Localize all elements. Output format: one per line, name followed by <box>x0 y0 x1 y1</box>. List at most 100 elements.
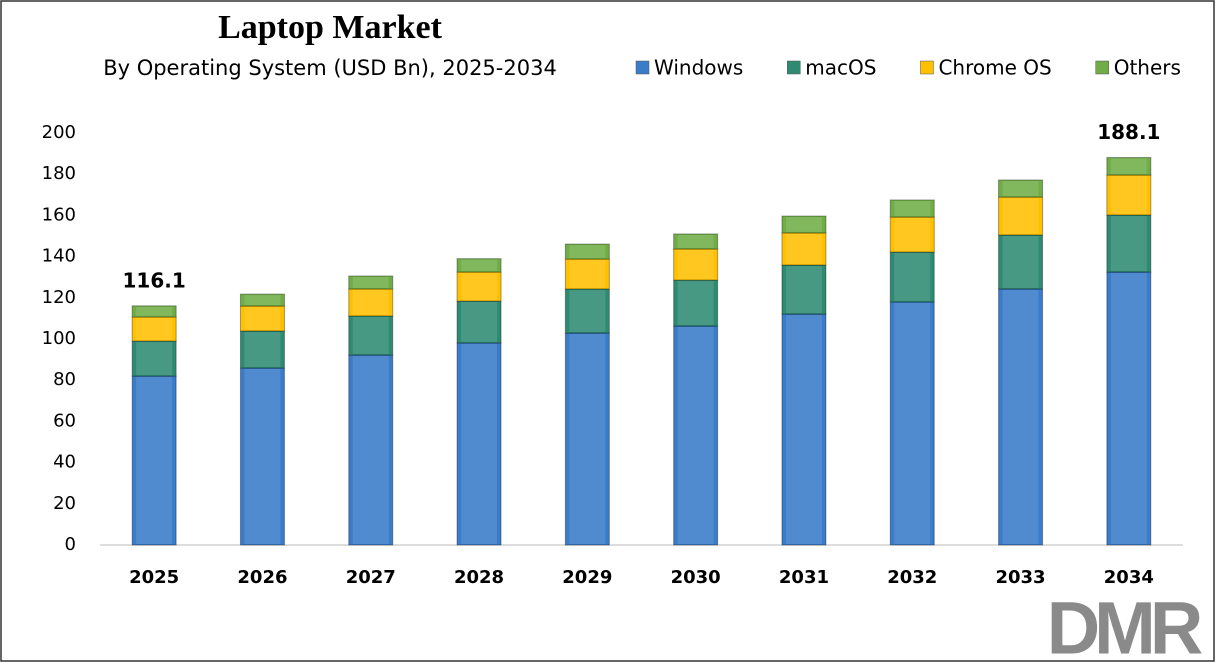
bar-shine <box>136 317 173 341</box>
bar-segment <box>348 275 394 290</box>
bar-segment <box>781 264 827 315</box>
y-tick-label: 140 <box>42 246 76 267</box>
x-tick-label: 2025 <box>129 567 179 588</box>
bar-shine <box>1110 215 1147 272</box>
bar-shine <box>894 200 931 217</box>
bar-shine <box>244 295 281 306</box>
y-tick-label: 20 <box>53 493 76 514</box>
bar-shine <box>894 302 931 544</box>
legend-label: macOS <box>805 56 876 80</box>
bar-shine <box>461 343 498 544</box>
bar-segment <box>673 233 719 250</box>
bar-segment <box>1106 157 1152 176</box>
y-tick-label: 80 <box>53 369 76 390</box>
bar-shine <box>1110 273 1147 544</box>
bar-shine <box>569 334 606 544</box>
chart-subtitle: By Operating System (USD Bn), 2025-2034 <box>103 56 557 80</box>
bar-segment <box>1106 174 1152 216</box>
x-tick-label: 2030 <box>671 567 721 588</box>
bar-shine <box>894 218 931 252</box>
bar-segment <box>239 330 285 369</box>
x-tick-label: 2032 <box>887 567 937 588</box>
bar-segment <box>239 367 285 546</box>
bar-segment <box>131 375 177 546</box>
bar-segment <box>1106 271 1152 546</box>
y-tick-label: 100 <box>42 328 76 349</box>
x-tick-label: 2031 <box>779 567 829 588</box>
x-tick-label: 2033 <box>995 567 1045 588</box>
bar-segment <box>564 243 610 260</box>
bar-segment <box>889 216 935 253</box>
bar-shine <box>244 307 281 330</box>
bar-shine <box>785 266 822 314</box>
bar-segment <box>781 313 827 546</box>
bar-segment <box>348 315 394 356</box>
y-tick-label: 40 <box>53 452 76 473</box>
x-tick-label: 2029 <box>562 567 612 588</box>
y-tick-label: 200 <box>42 122 76 143</box>
bar-shine <box>1110 176 1147 214</box>
bar-segment <box>564 288 610 334</box>
legend-swatch <box>635 60 650 75</box>
bar-shine <box>569 289 606 333</box>
x-tick-label: 2028 <box>454 567 504 588</box>
legend-swatch <box>1095 60 1109 75</box>
legend-swatch <box>920 60 934 75</box>
bar-segment <box>239 293 285 307</box>
bar-shine <box>569 260 606 288</box>
bar-shine <box>352 316 389 355</box>
total-label: 188.1 <box>1097 120 1160 144</box>
bar-shine <box>1110 158 1147 175</box>
y-tick-label: 0 <box>65 534 76 555</box>
bar-segment <box>456 300 502 344</box>
bar-segment <box>131 316 177 342</box>
bar-segment <box>889 251 935 303</box>
bar-segment <box>348 288 394 317</box>
bar-segment <box>456 258 502 273</box>
bar-shine <box>461 302 498 342</box>
logo: DMR <box>1047 587 1202 663</box>
bar-shine <box>1002 198 1039 234</box>
bar-shine <box>677 234 714 248</box>
bar-segment <box>131 305 177 318</box>
bar-segment <box>456 342 502 546</box>
bar-segment <box>998 288 1044 546</box>
bar-shine <box>244 331 281 368</box>
bar-segment <box>348 354 394 546</box>
bar-shine <box>136 377 173 544</box>
bar-segment <box>998 196 1044 236</box>
bar-shine <box>352 276 389 288</box>
bar-segment <box>1106 214 1152 273</box>
bar-shine <box>677 327 714 544</box>
bar-shine <box>352 289 389 315</box>
bar-shine <box>461 273 498 301</box>
bar-shine <box>677 249 714 280</box>
legend-label: Windows <box>654 56 743 80</box>
bar-shine <box>569 245 606 259</box>
bar-segment <box>889 199 935 218</box>
total-label: 116.1 <box>123 268 186 292</box>
bar-segment <box>564 332 610 546</box>
bar-shine <box>1002 180 1039 197</box>
bar-segment <box>673 325 719 546</box>
bar-shine <box>461 259 498 272</box>
bar-shine <box>785 315 822 544</box>
bar-segment <box>998 179 1044 198</box>
bar-segment <box>889 301 935 546</box>
bar-shine <box>352 356 389 544</box>
bar-shine <box>785 233 822 265</box>
legend-swatch <box>787 60 801 75</box>
bar-segment <box>781 232 827 266</box>
x-tick-label: 2034 <box>1104 567 1154 588</box>
legend-label: Others <box>1114 56 1181 80</box>
y-tick-label: 180 <box>42 163 76 184</box>
bar-shine <box>894 253 931 301</box>
bar-shine <box>785 217 822 232</box>
bar-shine <box>136 306 173 316</box>
x-tick-label: 2026 <box>237 567 287 588</box>
x-tick-label: 2027 <box>346 567 396 588</box>
bar-segment <box>673 248 719 281</box>
y-tick-label: 60 <box>53 410 76 431</box>
bar-segment <box>239 305 285 332</box>
